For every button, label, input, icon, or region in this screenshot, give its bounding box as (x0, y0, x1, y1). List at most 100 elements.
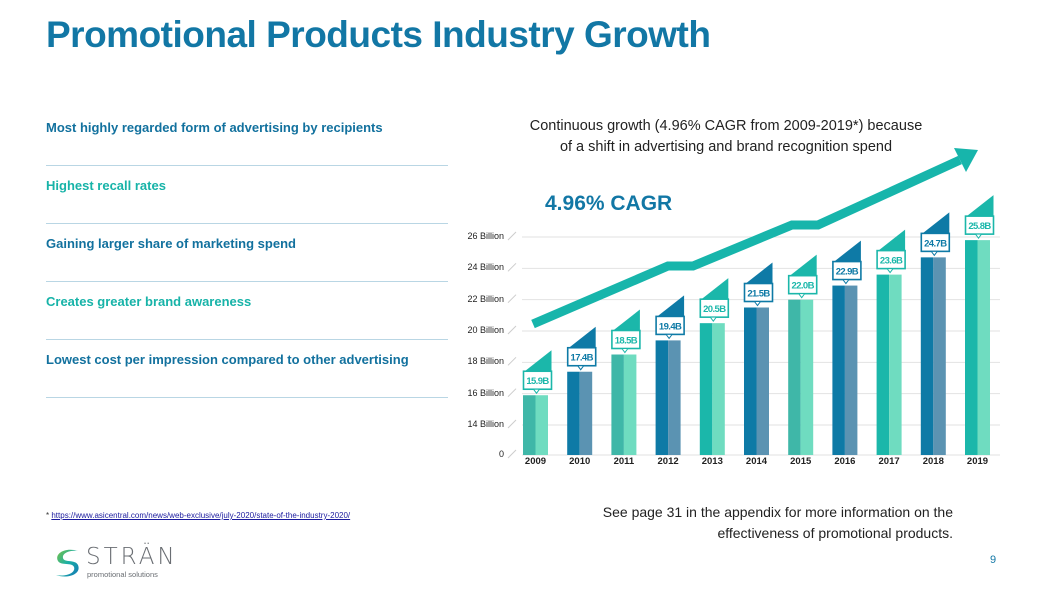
benefit-text: Gaining larger share of marketing spend (46, 236, 296, 251)
bar-2012: 19.4B (655, 295, 685, 455)
bar-2009: 15.9B (522, 350, 553, 455)
axis-break-tick (507, 419, 517, 429)
bar-2017: 23.6B (876, 229, 906, 455)
company-logo: STRÄN promotional solutions (52, 544, 175, 584)
bar-left-half (832, 285, 845, 455)
bar-right-half (668, 340, 681, 455)
axis-break-tick (507, 231, 517, 241)
label-pointer (620, 348, 629, 354)
label-flag (656, 295, 685, 318)
chart-subtitle-line1: Continuous growth (4.96% CAGR from 2009-… (529, 118, 923, 134)
footnote-marker: * (46, 511, 52, 520)
bar-value-label: 23.6B (880, 256, 903, 267)
benefit-text: Creates greater brand awareness (46, 294, 252, 309)
benefit-item: Highest recall rates (46, 166, 448, 224)
y-tick-label: 14 Billion (467, 419, 504, 429)
label-pointer (709, 316, 718, 322)
bar-value-label: 15.9B (526, 376, 549, 387)
label-pointer (886, 268, 895, 274)
bar-left-half (699, 323, 713, 455)
axis-break-tick (507, 449, 517, 459)
benefit-item: Creates greater brand awareness (46, 282, 448, 340)
bar-right-half (535, 395, 548, 455)
bar-left-half (523, 395, 536, 455)
y-tick-label: 24 Billion (467, 262, 504, 273)
x-tick-label: 2016 (834, 456, 855, 467)
label-flag (744, 262, 773, 285)
bar-right-half (756, 307, 769, 455)
bar-value-label: 17.4B (571, 353, 594, 364)
bar-left-half (567, 371, 580, 455)
chart-subtitle-line2: of a shift in advertising and brand reco… (559, 139, 893, 155)
cagr-annotation: 4.96% CAGR (545, 192, 673, 215)
bar-2015: 22.0B (787, 254, 818, 455)
label-pointer (576, 365, 585, 371)
label-pointer (753, 301, 762, 307)
bar-right-half (579, 371, 593, 455)
label-flag (611, 309, 640, 332)
bar-right-half (800, 299, 814, 455)
bar-2019: 25.8B (964, 195, 995, 455)
x-tick-label: 2014 (746, 456, 768, 467)
bar-value-label: 20.5B (703, 304, 726, 315)
logo-wordmark: STRÄN (86, 544, 178, 570)
bar-value-label: 19.4B (659, 321, 682, 332)
axis-break-tick (507, 356, 517, 366)
source-link[interactable]: https://www.asicentral.com/news/web-excl… (51, 511, 351, 520)
y-tick-label: 16 Billion (467, 387, 504, 398)
logo-swirl-icon (56, 549, 79, 577)
footnote: * https://www.asicentral.com/news/web-ex… (46, 511, 350, 520)
logo-tagline: promotional solutions (87, 570, 158, 579)
axis-break-tick (507, 325, 517, 335)
bar-left-half (788, 299, 801, 455)
bar-value-label: 22.0B (792, 281, 815, 292)
axis-break-tick (507, 388, 517, 398)
bar-2016: 22.9B (832, 240, 862, 455)
bar-right-half (623, 354, 637, 455)
label-flag (788, 254, 817, 277)
page-title: Promotional Products Industry Growth (46, 14, 711, 55)
bar-value-label: 21.5B (747, 289, 770, 300)
label-flag (965, 195, 994, 218)
bar-value-label: 18.5B (615, 336, 638, 347)
bar-right-half (712, 323, 725, 455)
y-tick-label: 22 Billion (467, 293, 504, 304)
label-pointer (532, 388, 541, 395)
bars: 15.9B 17.4B 18.5B 19.4B 20.5B 21.5B 22.0B 22.9B… (522, 195, 995, 455)
axis-break-tick (507, 294, 517, 304)
label-flag (921, 212, 950, 235)
x-tick-label: 2018 (923, 456, 944, 467)
bar-value-label: 24.7B (924, 238, 947, 249)
label-flag (832, 240, 861, 263)
label-pointer (930, 250, 939, 257)
appendix-note: See page 31 in the appendix for more inf… (520, 502, 953, 544)
y-tick-label: 0 (498, 449, 504, 459)
bar-left-half (611, 354, 624, 455)
chart-subtitle: Continuous growth (4.96% CAGR from 2009-… (496, 116, 956, 158)
benefit-text: Most highly regarded form of advertising… (46, 120, 383, 135)
bar-right-half (977, 240, 990, 455)
label-flag (523, 350, 552, 373)
label-pointer (974, 233, 983, 239)
trend-arrow-head (954, 148, 978, 172)
axis-break-tick (507, 262, 517, 272)
y-tick-label: 20 Billion (467, 325, 504, 335)
benefit-item: Most highly regarded form of advertising… (46, 108, 448, 166)
bar-2010: 17.4B (566, 326, 597, 455)
bar-2011: 18.5B (611, 309, 641, 455)
trend-arrow-line (531, 155, 962, 329)
bar-left-half (876, 274, 890, 455)
page-number: 9 (990, 554, 997, 566)
benefits-list: Most highly regarded form of advertising… (46, 108, 448, 398)
appendix-note-line1: See page 31 in the appendix for more inf… (602, 504, 953, 520)
bar-value-label: 22.9B (836, 267, 859, 278)
x-tick-label: 2011 (614, 456, 635, 467)
bar-left-half (744, 307, 757, 455)
appendix-note-line2: effectiveness of promotional products. (717, 525, 953, 541)
label-flag (877, 229, 906, 252)
bar-value-label: 25.8B (968, 221, 991, 232)
y-tick-label: 18 Billion (467, 356, 504, 367)
x-tick-label: 2015 (790, 456, 812, 467)
x-tick-label: 2009 (525, 456, 546, 467)
x-tick-label: 2019 (967, 456, 988, 467)
